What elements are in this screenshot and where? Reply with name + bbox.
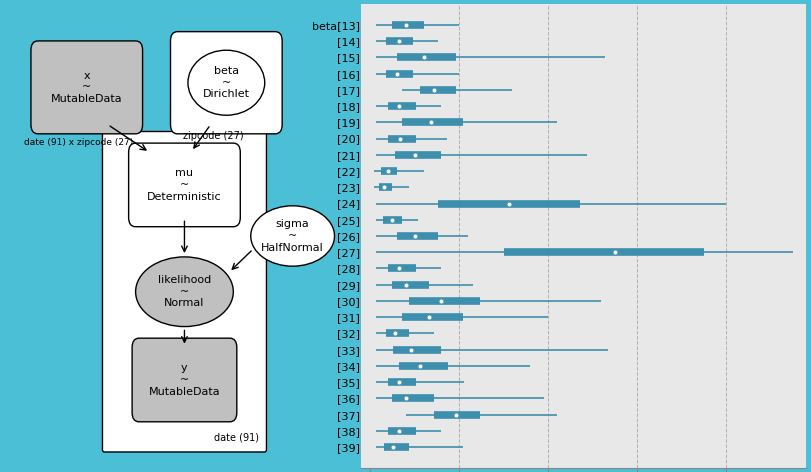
Text: x
~
MutableData: x ~ MutableData [51,71,122,104]
Text: zipcode (27): zipcode (27) [182,132,243,142]
Text: y
~
MutableData: y ~ MutableData [148,363,220,396]
Text: date (91) x zipcode (27): date (91) x zipcode (27) [24,138,133,147]
Text: sigma
~
HalfNormal: sigma ~ HalfNormal [261,219,324,253]
Text: mu
~
Deterministic: mu ~ Deterministic [147,169,221,202]
Ellipse shape [135,257,233,327]
FancyBboxPatch shape [170,32,281,134]
Title: 94.0% HDI: 94.0% HDI [535,0,630,1]
FancyBboxPatch shape [102,132,266,452]
FancyBboxPatch shape [31,41,143,134]
Ellipse shape [251,206,334,266]
Ellipse shape [187,50,264,115]
Text: date (91): date (91) [214,433,260,443]
Text: likelihood
~
Normal: likelihood ~ Normal [157,275,211,308]
FancyBboxPatch shape [128,143,240,227]
Text: beta
~
Dirichlet: beta ~ Dirichlet [203,66,250,99]
FancyBboxPatch shape [132,338,237,422]
